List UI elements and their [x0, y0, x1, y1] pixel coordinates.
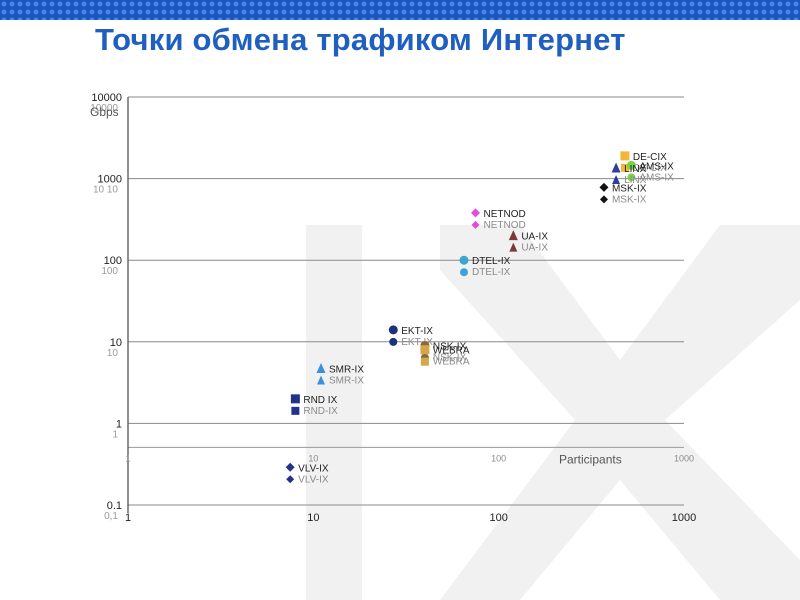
y-tick-label: 10	[110, 337, 122, 349]
marker-ekt-ix	[388, 325, 398, 335]
data-label-ghost: DE-CIX	[633, 163, 667, 174]
y-tick-label-ghost: 10 10	[93, 185, 118, 196]
marker-ua-ix	[508, 230, 518, 241]
x-tick-label-ghost: 1000	[674, 453, 694, 463]
marker-smr-ix	[316, 363, 326, 374]
y-tick-label-ghost: 0,1	[104, 511, 118, 522]
data-label-ghost: AMS-IX	[639, 172, 674, 183]
x-tick-label: 1000	[672, 512, 696, 524]
data-label-ghost: NSK-IX	[433, 353, 467, 364]
y-axis-label: Gbps	[90, 105, 119, 119]
data-label: DE-CIX	[633, 152, 667, 163]
data-label-ghost: LINX	[624, 175, 647, 186]
y-tick-label-ghost: 1	[112, 429, 118, 440]
marker-msk-ix	[599, 195, 608, 204]
marker-msk-ix	[599, 182, 609, 192]
ix-logo-watermark	[306, 225, 800, 600]
marker-dtel-ix	[459, 255, 469, 265]
marker-dtel-ix	[459, 268, 468, 277]
y-tick-label-ghost: 100	[101, 266, 118, 277]
marker-webra	[420, 357, 429, 366]
x-tick-label: 100	[489, 512, 507, 524]
y-tick-label: 1	[116, 418, 122, 430]
data-label-ghost: UA-IX	[521, 243, 548, 254]
y-tick-label-ghost: 10	[107, 348, 119, 359]
x-axis-label: Participants	[559, 452, 622, 466]
data-label: NETNOD	[484, 209, 526, 220]
marker-ams-ix	[627, 173, 636, 182]
x-tick-label-ghost: 10	[308, 453, 318, 463]
slide-title: Точки обмена трафиком Интернет	[95, 22, 626, 57]
marker-netnod	[471, 220, 480, 229]
data-label: MSK-IX	[612, 183, 647, 194]
x-tick-label-ghost: 100	[491, 453, 506, 463]
data-label: EKT-IX	[401, 326, 433, 337]
marker-rnd-ix	[291, 406, 300, 415]
marker-ekt-ix	[389, 337, 398, 346]
marker-rnd-ix	[290, 394, 300, 404]
marker-smr-ix	[317, 375, 326, 385]
marker-de-cix	[620, 151, 630, 161]
data-label-ghost: NETNOD	[484, 220, 526, 231]
data-label: VLV-IX	[298, 463, 329, 474]
y-tick-label: 1000	[98, 174, 122, 186]
data-label-ghost: WEBRA	[433, 357, 470, 368]
data-label: UA-IX	[521, 232, 548, 243]
marker-ams-ix	[626, 160, 636, 170]
y-tick-label: 0.1	[107, 500, 122, 512]
y-tick-label: 100	[104, 255, 122, 267]
x-tick-label: 1	[125, 512, 131, 524]
marker-de-cix	[620, 163, 629, 172]
data-label-ghost: DTEL-IX	[472, 267, 511, 278]
data-label: AMS-IX	[639, 161, 674, 172]
marker-webra	[420, 345, 430, 355]
y-tick-label: 10000	[91, 92, 122, 104]
data-label: SMR-IX	[329, 365, 364, 376]
data-label: LINX	[624, 164, 647, 175]
top-accent-bar	[0, 0, 800, 20]
x-tick-label-ghost: 1	[125, 453, 130, 463]
data-label: DTEL-IX	[472, 256, 511, 267]
marker-vlv-ix	[286, 475, 295, 484]
data-label-ghost: RND-IX	[303, 406, 338, 417]
data-label-ghost: VLV-IX	[298, 474, 329, 485]
data-label: NSK-IX	[433, 342, 467, 353]
data-label: RND IX	[303, 395, 337, 406]
marker-ua-ix	[509, 242, 518, 252]
data-label-ghost: MSK-IX	[612, 194, 647, 205]
marker-vlv-ix	[285, 462, 295, 472]
y-tick-label-ghost: 10000	[90, 103, 118, 114]
data-label: WEBRA	[433, 346, 470, 357]
marker-linx	[612, 174, 621, 184]
marker-netnod	[471, 208, 481, 218]
data-label-ghost: EKT-IX	[401, 337, 433, 348]
marker-linx	[611, 162, 621, 173]
data-label-ghost: SMR-IX	[329, 376, 364, 387]
x-tick-label: 10	[307, 512, 319, 524]
